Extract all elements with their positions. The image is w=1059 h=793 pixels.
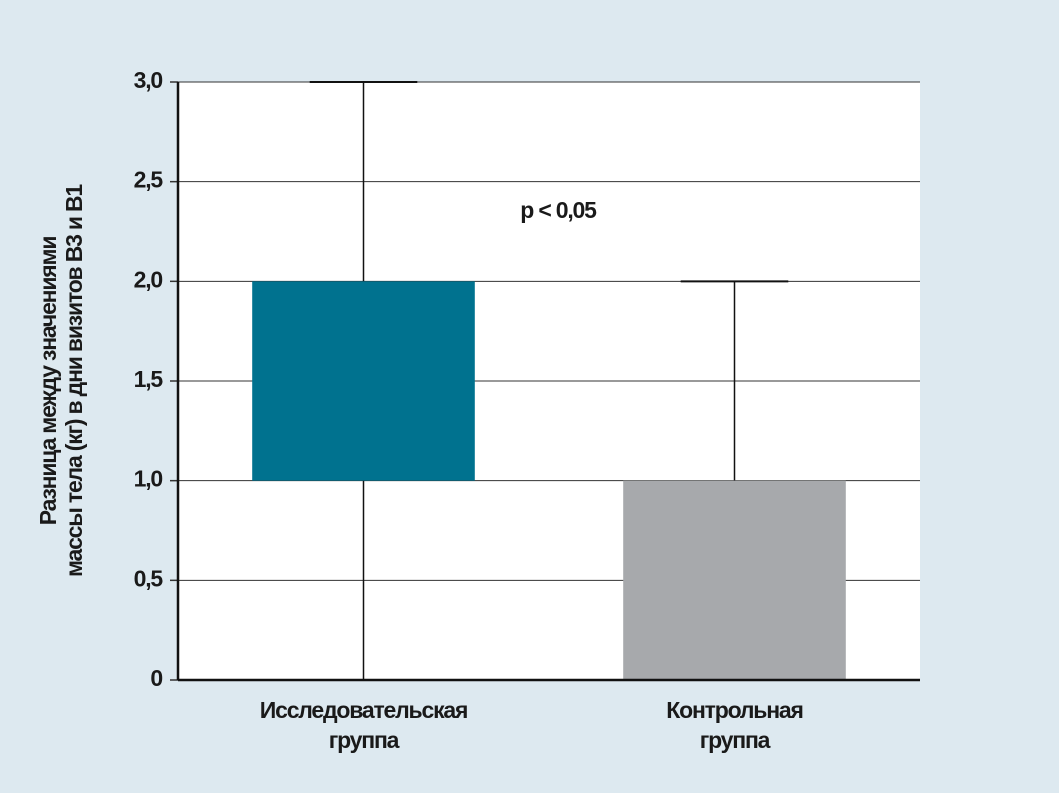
x-tick-label: Контрольная группа — [666, 697, 802, 753]
annotation: p < 0,05 — [520, 197, 597, 223]
y-axis-label-line: массы тела (кг) в дни визитов В3 и В1 — [61, 184, 87, 577]
y-tick-label: 0 — [150, 665, 162, 691]
y-tick-label: 2,5 — [134, 167, 164, 193]
y-tick-label: 1,0 — [134, 466, 163, 492]
x-tick-label: Исследовательская группа — [260, 697, 467, 753]
box — [623, 480, 846, 680]
y-tick-label: 0,5 — [134, 565, 164, 591]
y-tick-label: 1,5 — [134, 366, 164, 392]
y-axis-label-line: Разница между значениями — [35, 237, 61, 526]
y-tick-label: 2,0 — [134, 266, 163, 292]
y-axis-label: Разница между значениями массы тела (кг)… — [35, 184, 87, 577]
y-tick-label: 3,0 — [134, 67, 163, 93]
box — [252, 281, 475, 481]
